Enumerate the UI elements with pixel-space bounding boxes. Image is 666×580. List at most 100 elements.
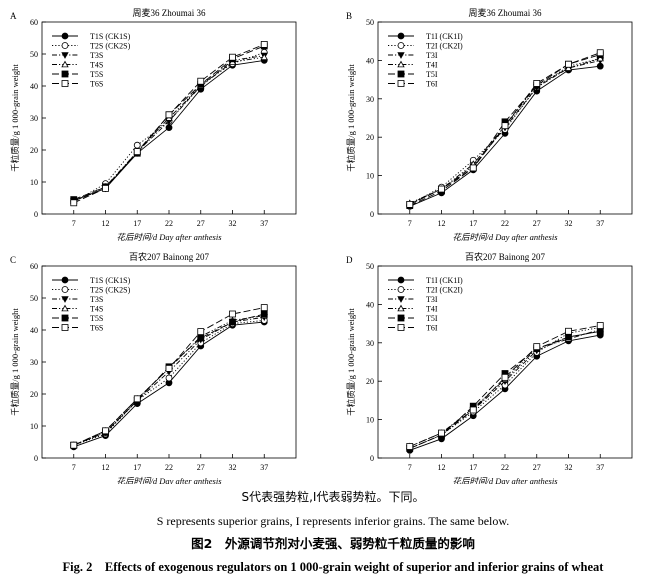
legend-marker (61, 70, 69, 78)
legend-marker (61, 32, 69, 40)
legend-label: T2I (CK2I) (426, 286, 463, 295)
x-tick-label: 22 (165, 219, 173, 228)
series-1 (70, 318, 268, 451)
data-point (165, 364, 173, 372)
data-point (565, 327, 572, 335)
x-tick-label: 37 (596, 219, 604, 228)
data-point (260, 41, 268, 48)
caption-title-zh: 图2 外源调节剂对小麦强、弱势粒千粒质量的影响 (191, 536, 475, 551)
data-point (197, 334, 205, 342)
legend-marker (61, 276, 69, 284)
y-tick-label: 20 (366, 377, 374, 386)
y-tick-label: 30 (30, 358, 38, 367)
x-tick-label: 17 (469, 219, 477, 228)
legend-marker (397, 60, 405, 68)
y-tick-label: 0 (34, 454, 38, 463)
y-tick-label: 60 (30, 18, 38, 27)
panel-letter: B (346, 11, 352, 21)
data-point (133, 395, 141, 403)
panel-letter: A (10, 11, 17, 21)
y-tick-label: 10 (366, 172, 374, 181)
x-tick-label: 37 (260, 463, 268, 472)
y-axis-label: 千粒质量/g 1 000-grain weight (346, 64, 356, 172)
series-6 (406, 322, 604, 450)
series-6 (70, 41, 268, 207)
data-point (565, 333, 572, 341)
y-axis-label: 千粒质量/g 1 000-grain weight (10, 64, 20, 172)
legend-label: T3I (426, 295, 438, 304)
y-axis-label: 千粒质量/g 1 000-grain weight (346, 308, 356, 416)
x-tick-label: 7 (408, 219, 412, 228)
data-point (260, 53, 268, 60)
data-point (102, 184, 109, 192)
legend-marker (61, 314, 69, 322)
data-point (229, 53, 236, 61)
legend-marker (397, 324, 405, 331)
x-tick-label: 32 (229, 219, 237, 228)
y-tick-label: 60 (30, 262, 38, 271)
legend-marker (61, 80, 69, 87)
y-tick-label: 0 (370, 210, 374, 219)
legend-label: T4S (90, 61, 103, 70)
data-point (165, 124, 173, 131)
x-tick-label: 37 (596, 463, 604, 472)
y-tick-label: 20 (30, 390, 38, 399)
data-point (165, 374, 173, 382)
x-axis-label: 花后时间/d Day after anthesis (116, 476, 222, 484)
legend-label: T6I (426, 80, 438, 89)
caption-note-zh: S代表强势粒,I代表弱势粒。下同。 (241, 490, 425, 504)
x-tick-label: 12 (102, 219, 110, 228)
data-point (406, 200, 414, 208)
data-point (438, 185, 445, 193)
y-tick-label: 50 (366, 18, 374, 27)
legend-label: T5I (426, 314, 438, 323)
x-tick-label: 12 (438, 463, 446, 472)
x-tick-label: 12 (102, 463, 110, 472)
legend-marker (61, 296, 69, 303)
data-point (596, 327, 604, 335)
legend-label: T1S (CK1S) (90, 32, 131, 41)
x-tick-label: 27 (197, 463, 205, 472)
data-point (565, 60, 572, 68)
y-tick-label: 40 (366, 56, 374, 65)
panel-letter: D (346, 255, 353, 265)
data-point (70, 441, 78, 449)
data-point (197, 77, 205, 85)
legend-marker (397, 286, 405, 293)
y-tick-label: 30 (30, 114, 38, 123)
x-tick-label: 27 (533, 463, 541, 472)
chart-title: 周麦36 Zhoumai 36 (133, 7, 206, 18)
data-point (533, 80, 541, 87)
x-axis-label: 花后时间/d Day after anthesis (452, 232, 558, 242)
x-axis-label: 花后时间/d Day after anthesis (116, 232, 222, 242)
data-point (596, 49, 604, 57)
legend-label: T5I (426, 70, 438, 79)
y-tick-label: 0 (370, 454, 374, 463)
data-point (197, 328, 205, 336)
legend-marker (397, 42, 405, 49)
legend-label: T4I (426, 305, 438, 314)
legend-marker (397, 70, 405, 78)
series-2 (406, 324, 604, 452)
y-tick-label: 10 (30, 422, 38, 431)
y-tick-label: 40 (366, 300, 374, 309)
legend-marker (397, 32, 405, 40)
x-tick-label: 7 (72, 219, 76, 228)
chart-panel-c: C 百农207 Bainong 207 0 10 20 30 40 50 60 7 12 17 22 27… (10, 251, 297, 484)
legend-label: T2I (CK2I) (426, 42, 463, 51)
chart-title: 周麦36 Zhoumai 36 (469, 7, 542, 18)
y-axis-label: 千粒质量/g 1 000-grain weight (10, 308, 20, 416)
chart-panel-a: A 周麦36 Zhoumai 36 0 10 20 30 40 50 60 7 12 17 22 27 32… (10, 7, 297, 242)
data-point (596, 54, 604, 62)
x-tick-label: 32 (565, 463, 573, 472)
data-point (260, 310, 268, 318)
data-point (260, 304, 268, 312)
data-point (469, 164, 477, 172)
x-tick-label: 7 (72, 463, 76, 472)
y-tick-label: 30 (366, 95, 374, 104)
data-point (229, 310, 236, 318)
legend-label: T4I (426, 61, 438, 70)
legend-marker (397, 52, 405, 59)
